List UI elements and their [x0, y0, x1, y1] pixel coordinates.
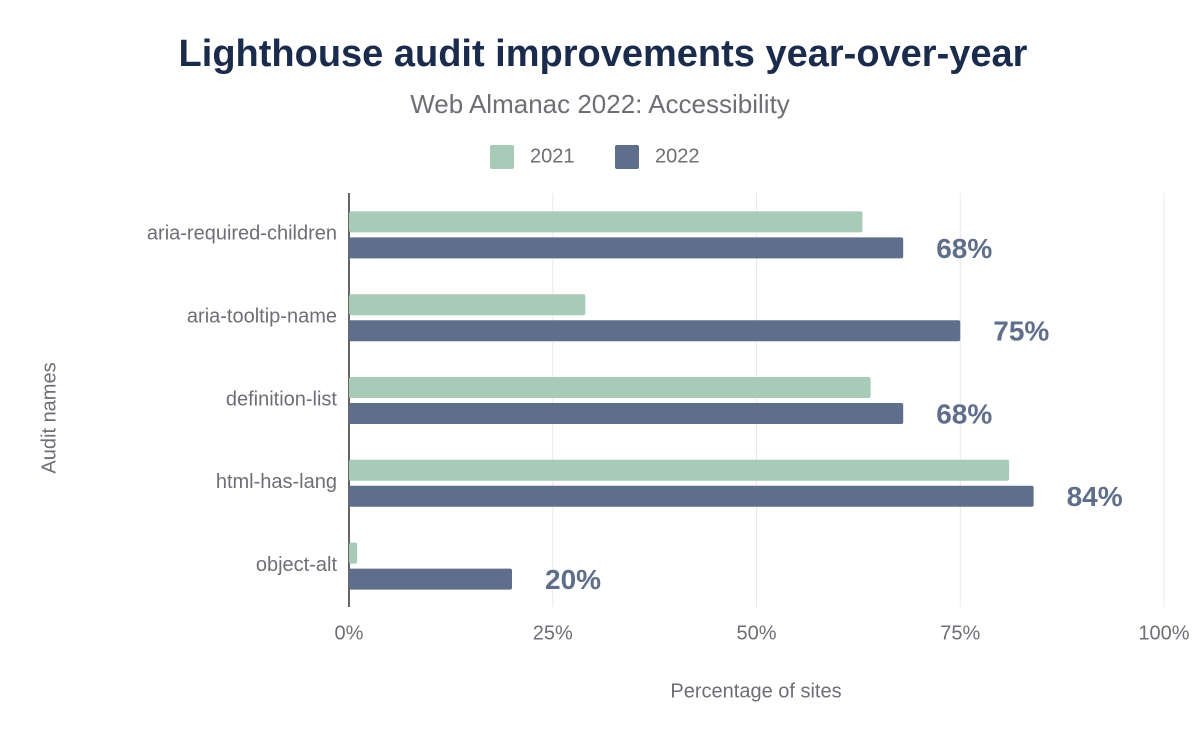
- bar: [349, 568, 512, 590]
- chart-title: Lighthouse audit improvements year-over-…: [179, 33, 1028, 75]
- y-tick-label: aria-tooltip-name: [187, 305, 337, 327]
- x-tick-label: 50%: [736, 622, 776, 644]
- value-label: 68%: [936, 398, 992, 429]
- y-axis-label: Audit names: [38, 362, 60, 473]
- legend-swatch: [490, 145, 514, 169]
- legend-label: 2022: [655, 145, 700, 167]
- bar: [349, 294, 586, 316]
- x-axis-label: Percentage of sites: [670, 680, 841, 702]
- y-tick-label: html-has-lang: [216, 471, 337, 493]
- bar: [349, 485, 1034, 507]
- y-tick-label: object-alt: [256, 554, 338, 576]
- legend-label: 2021: [530, 145, 575, 167]
- x-tick-label: 75%: [940, 622, 980, 644]
- x-tick-label: 0%: [335, 622, 364, 644]
- x-tick-label: 25%: [533, 622, 573, 644]
- bar: [349, 377, 871, 398]
- y-tick-label: aria-required-children: [147, 223, 337, 245]
- bar: [349, 459, 1010, 481]
- value-label: 68%: [936, 233, 992, 264]
- bar: [349, 237, 904, 259]
- value-label: 20%: [545, 564, 601, 595]
- bar: [349, 403, 904, 424]
- chart-subtitle: Web Almanac 2022: Accessibility: [410, 89, 790, 119]
- bar: [349, 320, 961, 342]
- value-label: 84%: [1067, 481, 1123, 512]
- value-label: 75%: [993, 316, 1049, 347]
- bar: [349, 211, 863, 233]
- bar: [349, 542, 358, 564]
- x-tick-label: 100%: [1138, 622, 1189, 644]
- y-tick-label: definition-list: [226, 388, 338, 410]
- legend-swatch: [615, 145, 639, 169]
